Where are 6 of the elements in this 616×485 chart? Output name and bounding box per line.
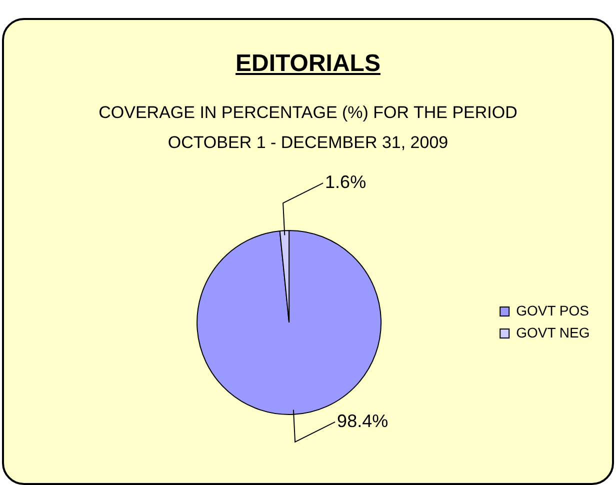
legend-label: GOVT NEG xyxy=(516,324,590,340)
chart-subtitle: COVERAGE IN PERCENTAGE (%) FOR THE PERIOD OCTOBER 1 - DECEMBER 31, 2009 xyxy=(98,102,518,154)
data-label: 1.6% xyxy=(325,172,366,192)
legend-label: GOVT POS xyxy=(516,302,589,318)
chart-title: EDITORIALS xyxy=(234,50,382,78)
data-label: 98.4% xyxy=(337,410,388,431)
